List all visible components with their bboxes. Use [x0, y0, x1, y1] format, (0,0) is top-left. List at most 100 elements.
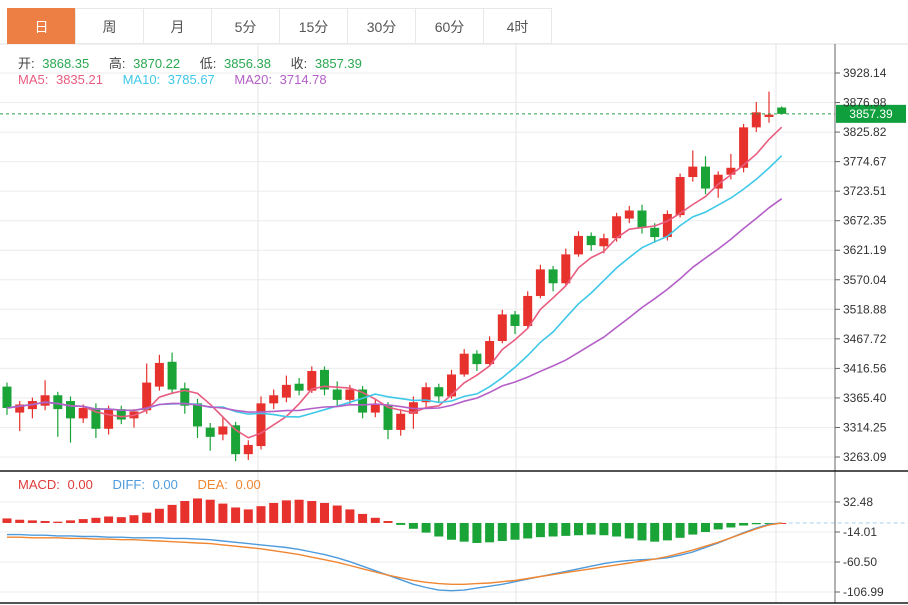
timeframe-tab-1w[interactable]: 周	[75, 8, 144, 44]
macd-bar	[472, 522, 482, 543]
candle-body	[2, 386, 12, 408]
candle-body	[726, 167, 736, 175]
candle-body	[459, 353, 469, 375]
axis-tick-label: 3825.82	[843, 125, 887, 139]
candle-body	[78, 407, 88, 419]
timeframe-tab-5m[interactable]: 5分	[211, 8, 280, 44]
ma20-line	[6, 198, 783, 413]
macd-bar	[2, 518, 12, 523]
macd-bar	[599, 522, 609, 536]
macd-series	[2, 498, 908, 592]
candle-body	[523, 295, 533, 326]
macd-bar	[40, 521, 50, 523]
macd-bar	[218, 503, 228, 523]
macd-bar	[434, 522, 444, 537]
macd-bar	[27, 520, 37, 523]
macd-bar	[142, 512, 152, 523]
close-value: 3857.39	[314, 56, 362, 71]
macd-bar	[383, 521, 393, 523]
timeframe-tab-1mo[interactable]: 月	[143, 8, 212, 44]
timeframe-tab-4h[interactable]: 4时	[483, 8, 552, 44]
candle-body	[256, 403, 266, 447]
macd-bar	[205, 499, 215, 523]
ma10-value: 3785.67	[167, 72, 215, 87]
ma20-value: 3714.78	[279, 72, 327, 87]
candle-body	[688, 166, 698, 178]
macd-bar	[764, 522, 774, 524]
candle-body	[764, 114, 774, 117]
macd-bar	[104, 516, 114, 523]
candle-body	[40, 395, 50, 406]
timeframe-tab-60m[interactable]: 60分	[415, 8, 484, 44]
axis-tick-label: 3723.51	[843, 184, 887, 198]
candle-body	[751, 112, 761, 128]
timeframe-tab-30m[interactable]: 30分	[347, 8, 416, 44]
macd-header: MACD: 0.00 DIFF: 0.00 DEA: 0.00	[18, 477, 265, 492]
macd-bar	[688, 522, 698, 535]
macd-bar	[307, 501, 317, 523]
macd-bar	[320, 502, 329, 523]
macd-bar	[713, 522, 723, 530]
macd-bar	[624, 522, 634, 539]
candle-body	[713, 174, 723, 189]
macd-bar	[675, 522, 685, 538]
candle-body	[294, 383, 304, 391]
ma-header: MA5: 3835.21 MA10: 3785.67 MA20: 3714.78	[18, 72, 331, 87]
candle-body	[243, 444, 253, 455]
candle-body	[370, 404, 380, 413]
candle-body	[497, 314, 507, 341]
macd-bar	[650, 522, 660, 542]
axis-tick-label: 3570.04	[843, 273, 887, 287]
macd-value: 0.00	[67, 477, 93, 492]
dea-label: DEA:	[197, 477, 228, 492]
high-label: 高:	[108, 56, 126, 71]
axis-tick-label: 3416.56	[843, 361, 887, 375]
candle-body	[777, 107, 787, 114]
ma10-label: MA10:	[122, 72, 161, 87]
macd-bar	[523, 522, 533, 539]
macd-bar	[612, 522, 622, 537]
macd-bar	[345, 509, 355, 523]
candle-body	[434, 387, 444, 397]
candle-body	[116, 409, 126, 420]
price-axis: 3928.14 3876.98 3825.82 3774.67 3723.51 3672.…	[0, 44, 908, 604]
candle-body	[396, 413, 406, 430]
diff-label: DIFF:	[112, 477, 145, 492]
macd-bar	[739, 522, 749, 526]
axis-tick-label: -14.01	[843, 525, 877, 539]
macd-bar	[497, 522, 507, 542]
macd-bar	[370, 517, 380, 523]
macd-bar	[294, 499, 304, 523]
candle-body	[447, 374, 456, 397]
candle-body	[421, 387, 431, 403]
macd-bar	[358, 513, 368, 523]
low-value: 3856.38	[224, 56, 271, 71]
ma10-line	[6, 155, 783, 418]
candle-body	[307, 371, 317, 391]
candle-body	[485, 340, 495, 365]
macd-label: MACD:	[18, 477, 60, 492]
current-price-badge	[836, 104, 906, 123]
candle-body	[345, 389, 355, 400]
timeframe-tab-1d[interactable]: 日	[7, 8, 76, 44]
macd-bar	[180, 501, 190, 523]
macd-bar	[485, 522, 495, 543]
candle-body	[472, 353, 482, 365]
axis-tick-label: 3518.88	[843, 302, 887, 316]
axis-tick-label: -60.50	[843, 555, 877, 569]
ma-lines	[6, 126, 783, 439]
candle-body	[53, 395, 63, 410]
macd-bar	[231, 507, 241, 523]
macd-bar	[586, 522, 596, 535]
axis-tick-label: 3314.25	[843, 420, 887, 434]
current-price-badge-text: 3857.39	[849, 107, 893, 121]
current-price-line: 3857.39	[0, 104, 906, 123]
candle-body	[281, 384, 291, 398]
macd-bar	[662, 522, 672, 541]
dea-line	[7, 522, 782, 585]
macd-bar	[421, 522, 431, 533]
macd-bar	[269, 502, 279, 523]
candle-body	[561, 254, 571, 284]
timeframe-tab-15m[interactable]: 15分	[279, 8, 348, 44]
